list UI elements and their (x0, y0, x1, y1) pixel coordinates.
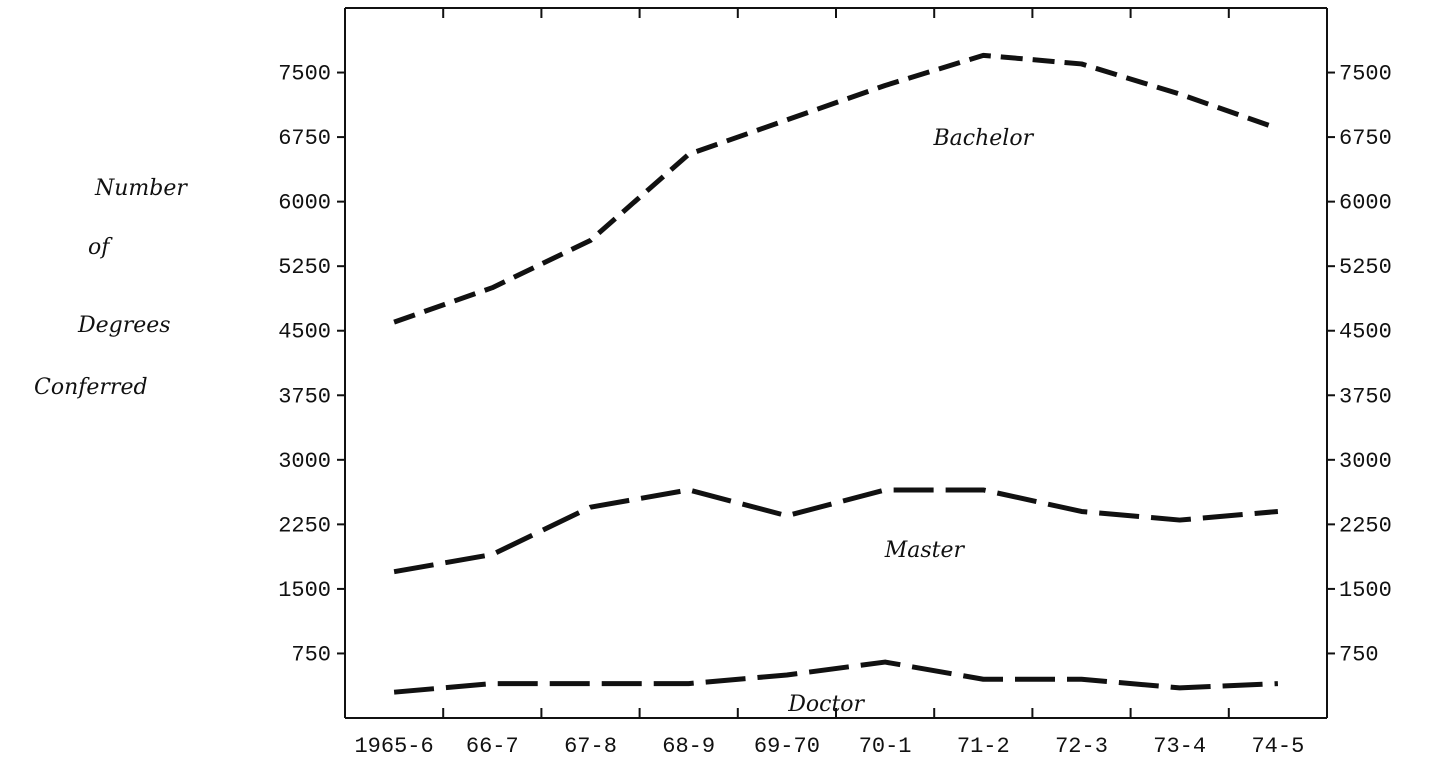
x-tick-label: 1965-6 (354, 734, 433, 758)
left-tick-label: 4500 (278, 320, 331, 345)
series-annotation-doctor: Doctor (787, 692, 865, 717)
right-tick-label: 1500 (1339, 578, 1392, 603)
left-tick-label: 750 (291, 642, 331, 667)
series-annotation-master: Master (884, 538, 966, 563)
right-tick-label: 3750 (1339, 384, 1392, 409)
y-axis-label-line-3: Degrees (78, 313, 171, 338)
y-axis-label-line-1: Number (95, 176, 187, 201)
left-tick-label: 7500 (278, 62, 331, 87)
series-lines (393, 52, 1279, 695)
x-tick-label: 70-1 (859, 734, 912, 758)
right-tick-label: 750 (1339, 642, 1379, 667)
left-tick-label: 1500 (278, 578, 331, 603)
x-tick-label: 67-8 (564, 734, 617, 758)
x-tick-label: 69-70 (754, 734, 820, 758)
series-annotation-bachelor: Bachelor (933, 126, 1035, 151)
right-tick-label: 5250 (1339, 255, 1392, 280)
right-tick-label: 6750 (1339, 126, 1392, 151)
y-axis-label-line-4: Conferred (34, 375, 148, 400)
left-tick-label: 3750 (278, 384, 331, 409)
right-tick-label: 4500 (1339, 320, 1392, 345)
left-tick-label: 5250 (278, 255, 331, 280)
plot-frame (344, 7, 1328, 719)
series-annotations: Bachelor Master Doctor (787, 126, 1034, 717)
left-tick-label: 6750 (278, 126, 331, 151)
left-tick-label: 3000 (278, 449, 331, 474)
right-y-axis: 750 1500 2250 3000 3750 4500 5250 6000 6750 7500 (1327, 62, 1392, 667)
right-tick-label: 2250 (1339, 513, 1392, 538)
y-axis-label-line-2: of (88, 235, 110, 260)
x-tick-label: 68-9 (662, 734, 715, 758)
x-tick-label: 74-5 (1251, 734, 1304, 758)
right-tick-label: 6000 (1339, 191, 1392, 216)
series-line-doctor (393, 659, 1279, 695)
x-tick-label: 73-4 (1153, 734, 1206, 758)
left-tick-label: 6000 (278, 191, 331, 216)
right-tick-label: 3000 (1339, 449, 1392, 474)
x-tick-label: 72-3 (1055, 734, 1108, 758)
right-tick-label: 7500 (1339, 62, 1392, 87)
x-axis: 1965-6 66-7 67-8 68-9 69-70 70-1 71-2 72-3 73-4 7… (354, 8, 1304, 758)
x-tick-label: 66-7 (466, 734, 519, 758)
left-tick-label: 2250 (278, 513, 331, 538)
series-line-master (393, 487, 1279, 575)
series-line-bachelor (393, 52, 1279, 325)
left-y-axis: 750 1500 2250 3000 3750 4500 5250 6000 6750 7500 (278, 62, 345, 667)
x-tick-label: 71-2 (957, 734, 1010, 758)
